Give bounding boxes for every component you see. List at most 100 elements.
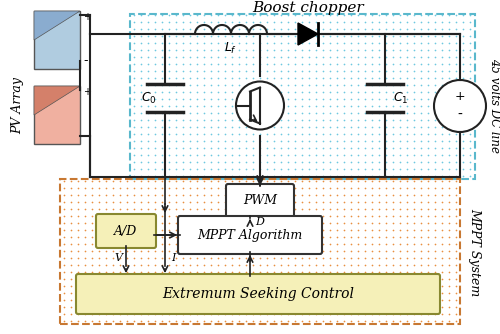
Point xyxy=(108,241,116,246)
Point xyxy=(424,61,432,66)
Point xyxy=(354,54,362,59)
Point xyxy=(284,54,292,59)
Point xyxy=(228,166,235,171)
Point xyxy=(402,206,410,211)
Point xyxy=(130,173,138,178)
Point xyxy=(396,138,404,143)
Point xyxy=(200,47,207,52)
Point xyxy=(354,241,362,246)
Point xyxy=(438,75,446,80)
Point xyxy=(172,220,179,225)
Point xyxy=(122,199,130,204)
Point xyxy=(410,234,418,239)
Point xyxy=(88,255,96,260)
Point xyxy=(60,290,68,295)
Point xyxy=(332,304,340,309)
Point xyxy=(452,159,460,164)
Point xyxy=(312,185,320,190)
Point xyxy=(340,220,347,225)
Point xyxy=(178,117,186,122)
Text: MPPT System: MPPT System xyxy=(468,208,481,296)
Point xyxy=(388,276,396,281)
Point xyxy=(192,297,200,302)
Point xyxy=(360,26,368,31)
Point xyxy=(276,173,284,178)
Point xyxy=(122,248,130,253)
Point xyxy=(220,304,228,309)
Point xyxy=(200,159,207,164)
Point xyxy=(262,304,270,309)
Point xyxy=(66,206,74,211)
Point xyxy=(172,40,179,45)
Point xyxy=(374,61,382,66)
Point xyxy=(102,276,110,281)
Point xyxy=(388,269,396,274)
Point xyxy=(200,110,207,115)
Point xyxy=(158,152,166,157)
Point xyxy=(150,304,158,309)
Point xyxy=(368,89,376,94)
Point xyxy=(354,26,362,31)
Point xyxy=(430,304,438,309)
Point xyxy=(304,33,312,38)
Point xyxy=(158,117,166,122)
Point xyxy=(150,220,158,225)
Point xyxy=(284,26,292,31)
Point xyxy=(416,173,424,178)
Point xyxy=(144,199,152,204)
Point xyxy=(74,262,82,267)
Point xyxy=(382,89,390,94)
Point xyxy=(284,269,292,274)
Point xyxy=(172,19,179,24)
Point xyxy=(206,213,214,218)
Point xyxy=(164,68,172,73)
Point xyxy=(424,152,432,157)
Point xyxy=(430,138,438,143)
Point xyxy=(374,152,382,157)
Point xyxy=(228,124,235,129)
Point xyxy=(130,248,138,253)
Point xyxy=(214,68,222,73)
Point xyxy=(248,117,256,122)
Point xyxy=(270,117,278,122)
Point xyxy=(262,276,270,281)
Point xyxy=(416,206,424,211)
Point xyxy=(284,61,292,66)
Point xyxy=(326,283,334,288)
Point xyxy=(312,89,320,94)
Point xyxy=(368,61,376,66)
Point xyxy=(60,311,68,316)
Point xyxy=(234,173,242,178)
Point xyxy=(290,166,298,171)
Point xyxy=(256,255,264,260)
Point xyxy=(164,33,172,38)
Point xyxy=(186,304,194,309)
Point xyxy=(396,26,404,31)
Point xyxy=(270,220,278,225)
Point xyxy=(60,213,68,218)
Point xyxy=(158,234,166,239)
Point xyxy=(416,220,424,225)
Point xyxy=(402,131,410,136)
Point xyxy=(374,33,382,38)
Point xyxy=(360,159,368,164)
Point xyxy=(206,283,214,288)
Point xyxy=(388,145,396,150)
Point xyxy=(326,206,334,211)
Point xyxy=(172,206,179,211)
Point xyxy=(248,304,256,309)
Point xyxy=(416,103,424,108)
Point xyxy=(192,75,200,80)
Point xyxy=(234,68,242,73)
Point xyxy=(326,318,334,323)
Point xyxy=(248,276,256,281)
Point xyxy=(206,269,214,274)
Point xyxy=(340,255,347,260)
Point xyxy=(220,131,228,136)
Point xyxy=(94,255,102,260)
Point xyxy=(144,269,152,274)
Point xyxy=(290,145,298,150)
Point xyxy=(416,241,424,246)
Point xyxy=(368,152,376,157)
Point xyxy=(388,213,396,218)
